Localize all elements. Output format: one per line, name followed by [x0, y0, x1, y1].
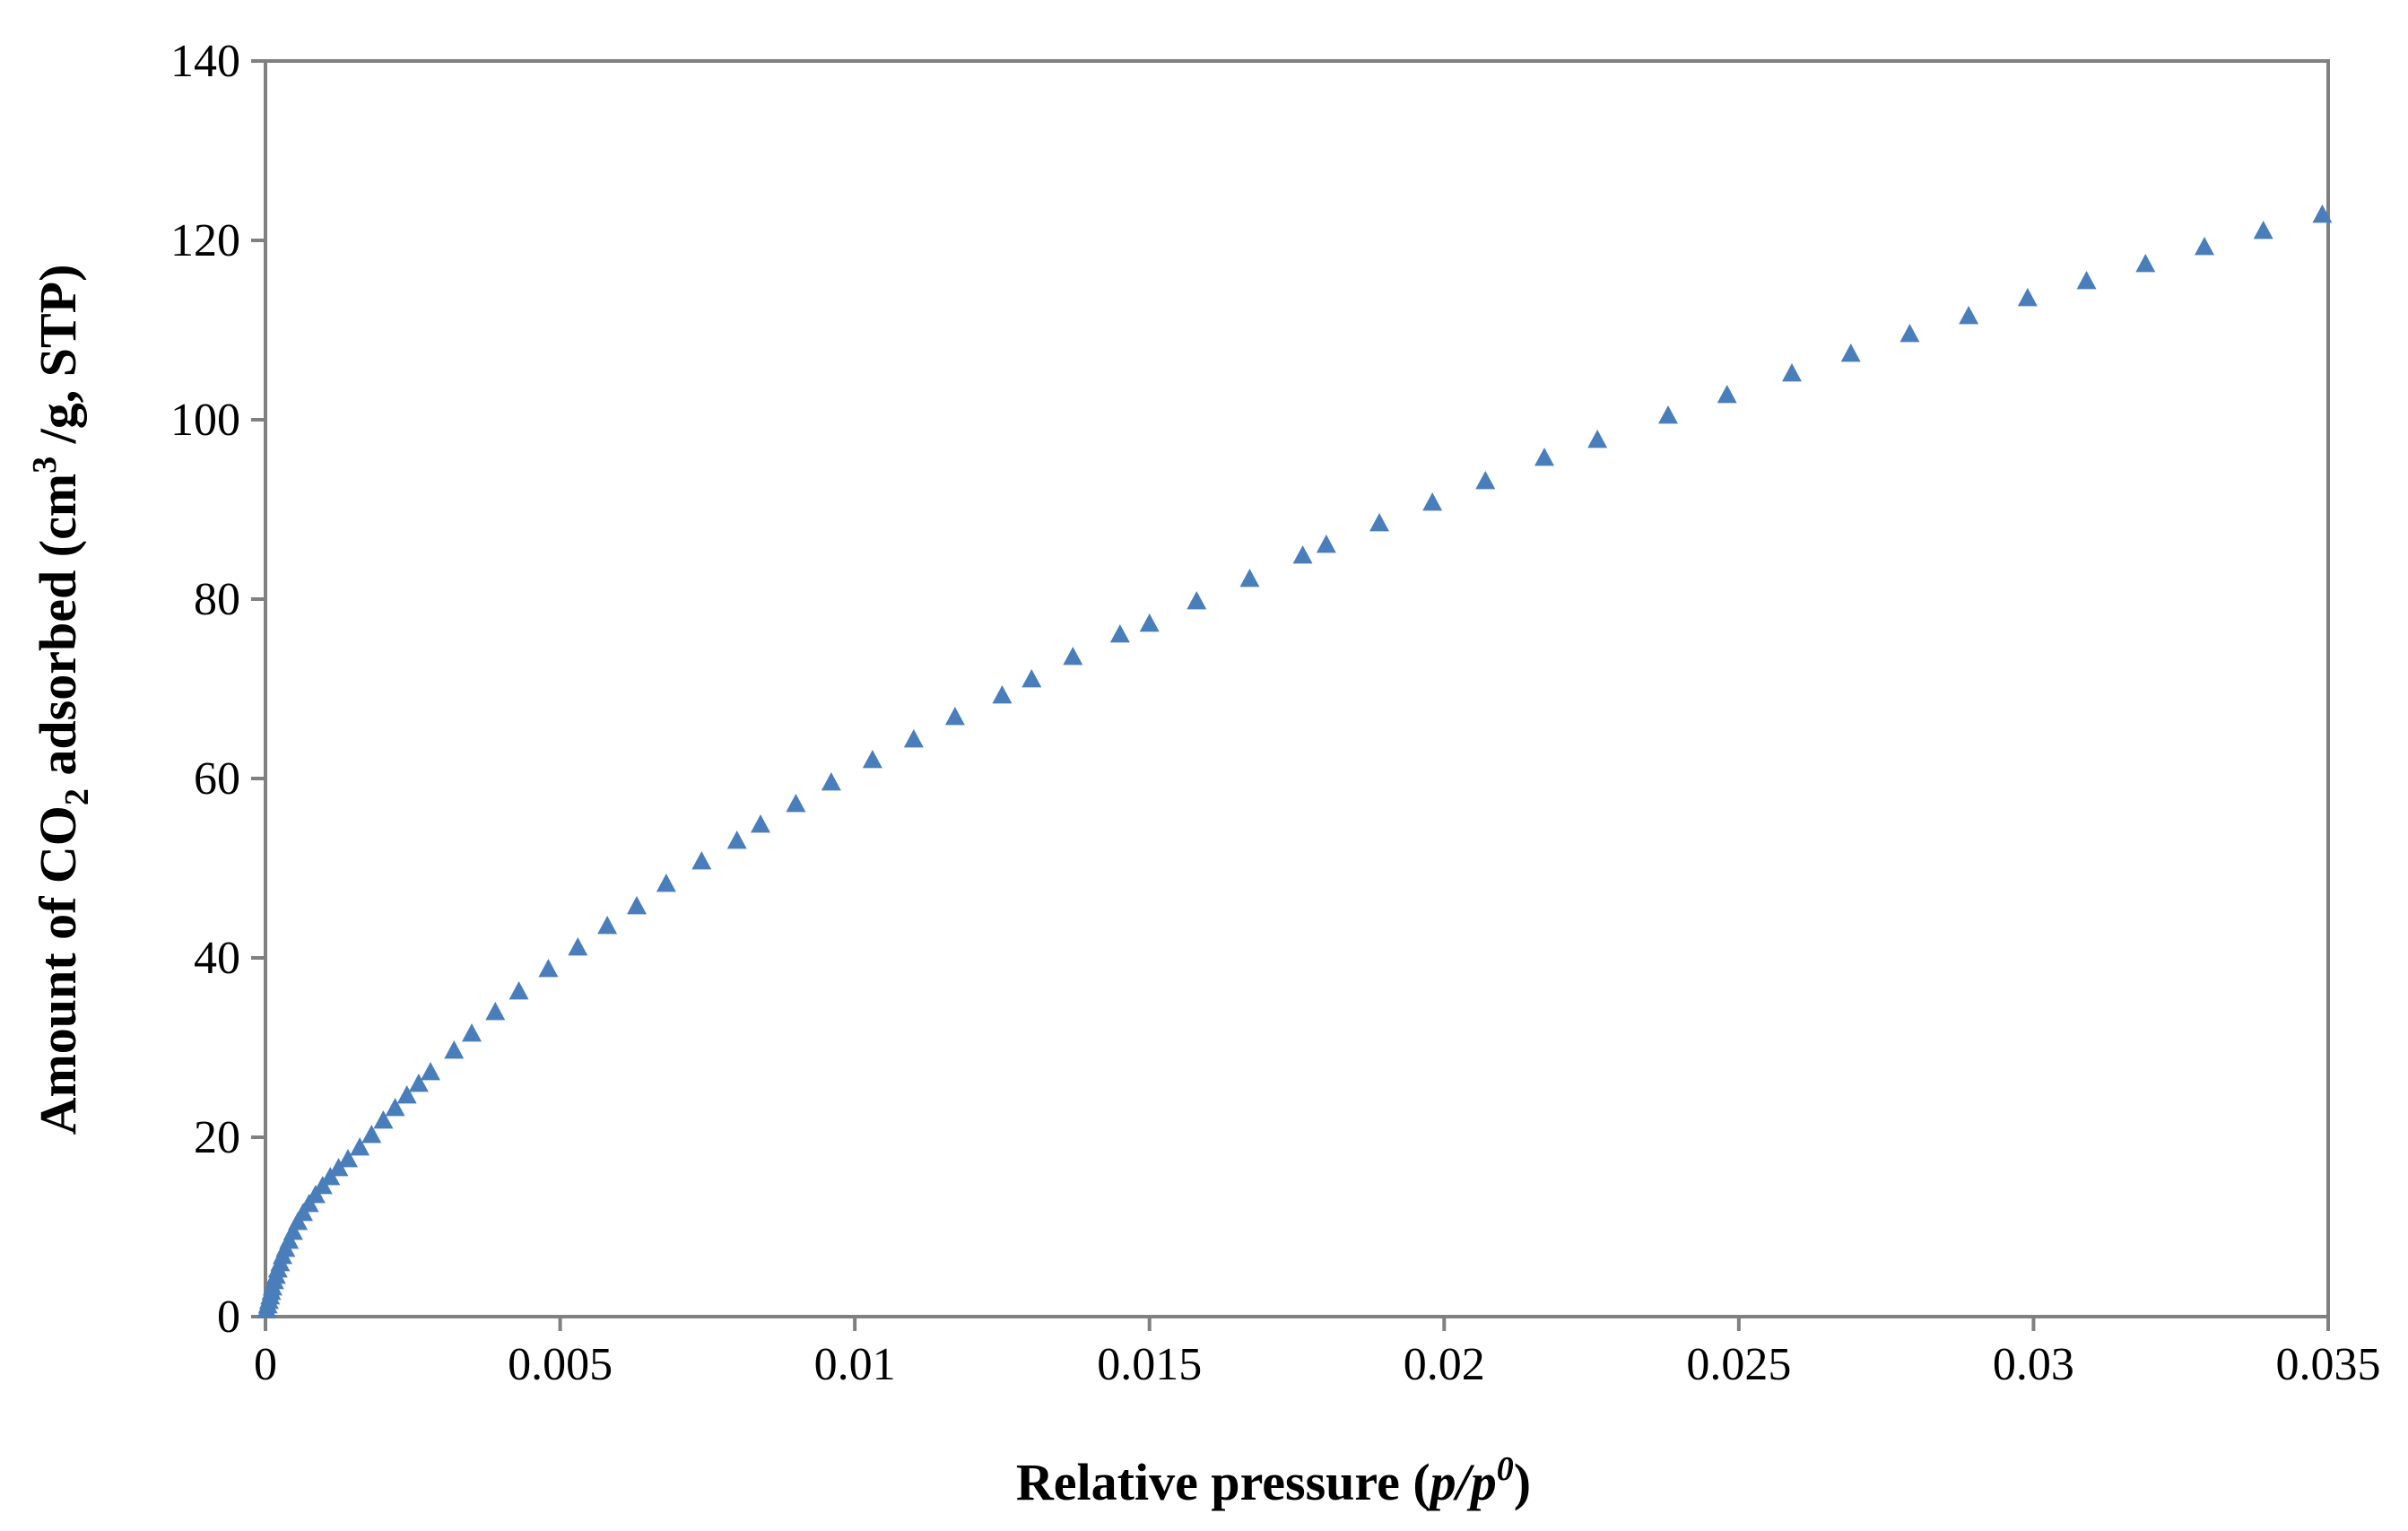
data-point — [350, 1137, 370, 1156]
data-point — [1959, 306, 1979, 325]
data-point — [1187, 591, 1207, 610]
x-axis-title-superscript: 0 — [1497, 1450, 1514, 1488]
data-points — [256, 204, 2333, 1318]
y-axis-ticks: 0 20 40 60 80 100 120 140 — [170, 36, 265, 1343]
data-point — [627, 896, 647, 915]
data-point — [485, 1002, 506, 1021]
data-point — [1658, 405, 1678, 424]
data-point — [1292, 545, 1313, 564]
data-point — [2195, 237, 2214, 256]
y-axis-title-part3: /g, STP) — [29, 265, 87, 457]
data-point — [2312, 204, 2333, 223]
data-point — [1109, 624, 1130, 643]
x-tick-label: 0.02 — [1404, 1339, 1485, 1390]
data-point — [1717, 385, 1737, 404]
data-point — [597, 916, 618, 935]
data-point — [1782, 363, 1802, 382]
x-tick-label: 0.03 — [1993, 1339, 2074, 1390]
data-point — [726, 831, 747, 849]
data-point — [385, 1098, 405, 1117]
y-tick-label: 140 — [170, 36, 240, 87]
y-axis-title-part2: adsorbed (cm — [29, 474, 87, 788]
y-tick-label: 120 — [170, 215, 240, 266]
data-point — [751, 814, 770, 833]
x-axis-title-suffix: ) — [1514, 1453, 1531, 1511]
y-tick-label: 0 — [217, 1292, 240, 1343]
x-tick-label: 0.01 — [814, 1339, 896, 1390]
y-axis-title-superscript: 3 — [26, 457, 64, 474]
data-point — [1139, 613, 1160, 632]
x-axis-ticks: 0 0.005 0.01 0.015 0.02 0.025 0.03 0.035 — [254, 1317, 2381, 1390]
data-point — [1021, 669, 1042, 688]
x-tick-label: 0.015 — [1097, 1339, 1202, 1390]
y-tick-label: 40 — [194, 933, 240, 984]
data-point — [421, 1062, 440, 1081]
data-point — [373, 1110, 394, 1129]
x-tick-label: 0.035 — [2276, 1339, 2381, 1390]
data-point — [444, 1040, 465, 1059]
data-point — [2076, 271, 2097, 290]
data-point — [1369, 513, 1389, 532]
data-point — [1534, 448, 1554, 466]
data-point — [691, 851, 712, 870]
y-axis-title-part1: Amount of CO — [29, 805, 87, 1135]
data-point — [408, 1074, 429, 1092]
y-tick-label: 100 — [170, 395, 240, 446]
data-point — [1316, 535, 1336, 553]
data-point — [2017, 288, 2038, 307]
data-point — [1422, 492, 1443, 511]
data-point — [1840, 344, 1861, 362]
plot-frame — [264, 59, 2330, 1318]
data-point — [538, 959, 559, 978]
data-point — [992, 685, 1013, 704]
data-point — [656, 874, 676, 892]
x-axis-title: Relative pressure (p/p0) — [1016, 1450, 1531, 1511]
data-point — [568, 937, 588, 956]
data-point — [1899, 324, 1920, 343]
x-tick-label: 0 — [254, 1339, 277, 1390]
data-point — [903, 729, 924, 748]
data-point — [1063, 647, 1083, 665]
data-point — [462, 1023, 482, 1042]
x-tick-label: 0.005 — [508, 1339, 613, 1390]
data-point — [338, 1149, 358, 1168]
x-tick-label: 0.025 — [1686, 1339, 1791, 1390]
data-point — [283, 1222, 303, 1240]
data-point — [361, 1125, 382, 1144]
data-point — [821, 772, 841, 791]
y-tick-label: 80 — [194, 574, 240, 625]
data-point — [1475, 471, 1496, 490]
y-axis-title-subscript: 2 — [58, 788, 96, 805]
data-point — [1587, 430, 1608, 448]
y-tick-label: 20 — [194, 1112, 240, 1163]
x-axis-title-prefix: Relative pressure ( — [1016, 1453, 1430, 1511]
data-point — [944, 707, 965, 726]
data-point — [786, 794, 806, 813]
data-point — [396, 1085, 417, 1104]
x-axis-title-italic: p/p — [1426, 1453, 1497, 1511]
data-point — [1239, 569, 1260, 587]
data-point — [509, 981, 529, 1000]
data-point — [2253, 221, 2273, 239]
data-point — [862, 750, 882, 769]
y-axis-title: Amount of CO2 adsorbed (cm3 /g, STP) — [26, 265, 96, 1135]
data-point — [2135, 254, 2156, 273]
y-tick-label: 60 — [194, 753, 240, 805]
